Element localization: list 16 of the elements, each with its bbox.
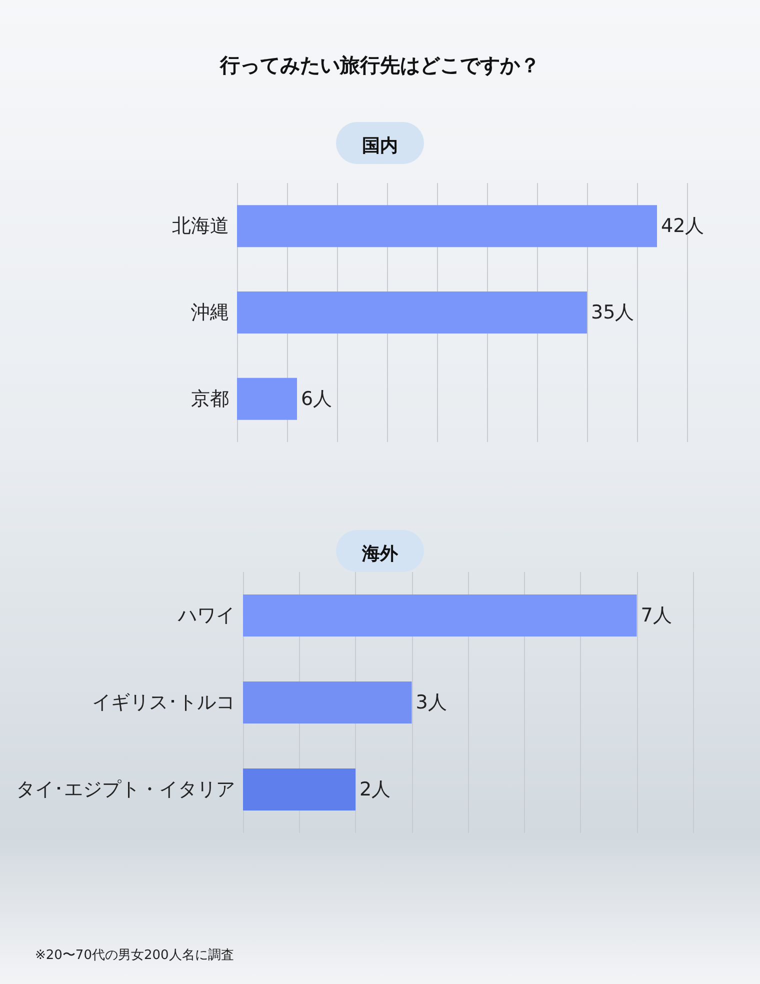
data-label: 2人: [360, 778, 391, 800]
y-tick-label: ハワイ: [177, 604, 235, 626]
data-label: 3人: [416, 692, 447, 714]
text: ※20〜70代の男女200人名に調査: [35, 948, 234, 963]
y-tick-label: タイ･エジプト・イタリア: [16, 778, 235, 800]
data-label: 7人: [640, 604, 672, 626]
chart-title: 行ってみたい旅行先はどこですか？: [219, 53, 540, 77]
chart-subtitle: 国内: [362, 136, 398, 156]
y-tick-label: イギリス･トルコ: [92, 692, 235, 714]
data-label: 35人: [591, 302, 634, 324]
data-label: 42人: [661, 215, 704, 238]
y-tick-label: 北海道: [172, 215, 229, 238]
y-tick-label: 京都: [191, 388, 229, 410]
y-tick-label: 沖縄: [191, 302, 229, 324]
chart-subtitle: 海外: [361, 544, 399, 564]
data-label: 6人: [301, 388, 332, 410]
